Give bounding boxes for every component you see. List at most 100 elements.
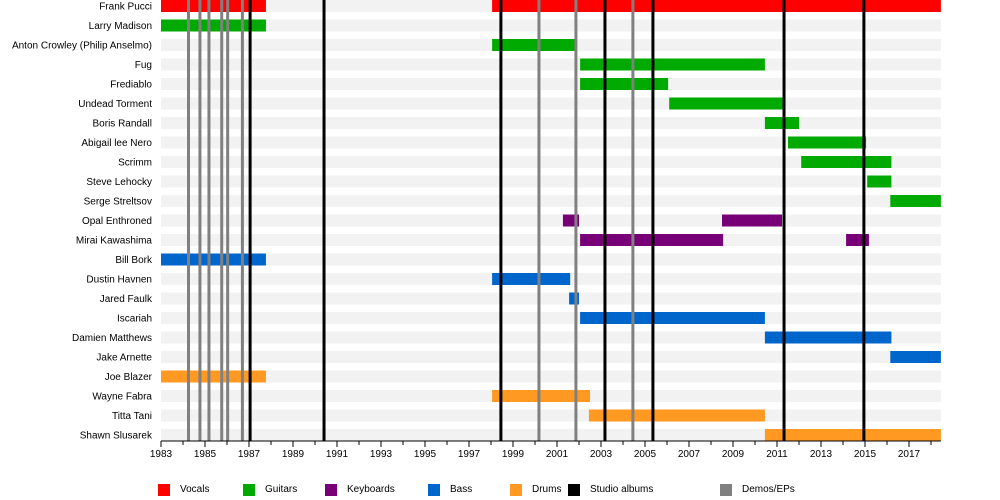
member-bar bbox=[580, 78, 669, 90]
member-label: Titta Tani bbox=[112, 411, 152, 422]
member-bar bbox=[588, 409, 765, 422]
member-label: Jared Faulk bbox=[100, 294, 153, 305]
legend: Vocals Guitars Keyboards Bass Drums Studio al… bbox=[0, 484, 1000, 498]
member-label: Joe Blazer bbox=[105, 372, 153, 383]
row-stripe bbox=[161, 429, 941, 441]
member-label: Jake Arnette bbox=[96, 353, 152, 364]
row-stripe bbox=[161, 351, 941, 363]
member-label: Steve Lehocky bbox=[86, 177, 152, 188]
legend-label: Bass bbox=[450, 484, 473, 495]
legend-label: Guitars bbox=[265, 484, 298, 495]
legend-swatch bbox=[325, 484, 337, 496]
legend-item-keyboards: Keyboards bbox=[325, 484, 395, 496]
band-timeline-chart: Frank Pucci Larry Madison Anton Crowley (P… bbox=[12, 0, 941, 460]
row-stripe bbox=[161, 409, 941, 422]
member-label: Anton Crowley (Philip Anselmo) bbox=[12, 41, 152, 52]
member-bar bbox=[846, 234, 869, 246]
legend-item-studio: Studio albums bbox=[568, 484, 653, 496]
x-tick-label: 2013 bbox=[810, 449, 833, 460]
x-tick-label: 2015 bbox=[854, 449, 877, 460]
member-bar bbox=[722, 214, 783, 227]
x-tick-label: 1985 bbox=[194, 449, 217, 460]
x-tick-label: 2007 bbox=[678, 449, 701, 460]
legend-swatch bbox=[720, 484, 732, 496]
legend-item-demos: Demos/EPs bbox=[720, 484, 795, 496]
legend-swatch bbox=[158, 484, 170, 496]
legend-swatch bbox=[568, 484, 580, 496]
legend-label: Studio albums bbox=[590, 484, 654, 495]
member-bar bbox=[569, 292, 579, 305]
legend-item-bass: Bass bbox=[428, 484, 472, 496]
row-stripe bbox=[161, 195, 941, 207]
member-label: Shawn Slusarek bbox=[80, 431, 153, 442]
member-label: Bill Bork bbox=[115, 255, 153, 266]
legend-swatch bbox=[428, 484, 440, 496]
row-stripe bbox=[161, 331, 941, 344]
release-lines bbox=[187, 0, 866, 441]
member-bar bbox=[492, 390, 590, 402]
member-bar bbox=[580, 312, 765, 324]
legend-item-vocals: Vocals bbox=[158, 484, 209, 496]
x-tick-label: 2017 bbox=[898, 449, 921, 460]
row-stripe bbox=[161, 78, 941, 90]
x-tick-label: 2003 bbox=[590, 449, 613, 460]
member-label: Frank Pucci bbox=[99, 2, 152, 13]
member-label: Boris Randall bbox=[93, 119, 152, 130]
row-stripe bbox=[161, 214, 941, 227]
member-bar bbox=[890, 351, 941, 363]
row-stripe bbox=[161, 97, 941, 110]
member-bar bbox=[801, 156, 892, 168]
member-label: Serge Streltsov bbox=[84, 197, 152, 208]
member-bar bbox=[764, 429, 941, 441]
row-stripe bbox=[161, 19, 941, 32]
row-stripe bbox=[161, 117, 941, 129]
member-label: Frediablo bbox=[110, 80, 152, 91]
x-tick-label: 1993 bbox=[370, 449, 393, 460]
member-bar bbox=[890, 195, 941, 207]
member-label: Iscariah bbox=[117, 314, 152, 325]
member-bar bbox=[788, 136, 867, 149]
member-label: Dustin Havnen bbox=[86, 275, 152, 286]
row-stripe bbox=[161, 156, 941, 168]
row-stripe bbox=[161, 312, 941, 324]
member-bar bbox=[492, 0, 941, 12]
row-stripe bbox=[161, 292, 941, 305]
member-label: Wayne Fabra bbox=[92, 392, 152, 403]
member-label: Opal Enthroned bbox=[82, 216, 152, 227]
row-stripe bbox=[161, 58, 941, 71]
legend-swatch bbox=[510, 484, 522, 496]
member-labels: Frank Pucci Larry Madison Anton Crowley (P… bbox=[12, 2, 153, 442]
row-stripe bbox=[161, 175, 941, 188]
row-stripe bbox=[161, 253, 941, 266]
x-tick-label: 1983 bbox=[150, 449, 173, 460]
member-label: Damien Matthews bbox=[72, 333, 152, 344]
legend-label: Keyboards bbox=[347, 484, 395, 495]
member-label: Undead Torment bbox=[78, 99, 152, 110]
member-label: Larry Madison bbox=[89, 21, 152, 32]
x-tick-label: 2009 bbox=[722, 449, 745, 460]
legend-item-drums: Drums bbox=[510, 484, 561, 496]
x-tick-label: 2005 bbox=[634, 449, 657, 460]
member-bar bbox=[492, 273, 571, 285]
legend-swatch bbox=[243, 484, 255, 496]
x-tick-label: 2011 bbox=[766, 449, 788, 460]
member-label: Abigail lee Nero bbox=[81, 138, 152, 149]
row-stripe bbox=[161, 234, 941, 246]
x-tick-label: 1999 bbox=[502, 449, 525, 460]
row-stripe bbox=[161, 136, 941, 149]
row-stripes bbox=[161, 0, 941, 441]
legend-label: Drums bbox=[532, 484, 562, 495]
x-tick-label: 1989 bbox=[282, 449, 305, 460]
x-tick-label: 1991 bbox=[326, 449, 349, 460]
member-bar bbox=[764, 117, 799, 129]
x-axis: 1983 1985 1987 1989 1991 1993 1995 1997 1999 2001… bbox=[150, 440, 941, 460]
member-bar bbox=[764, 331, 892, 344]
x-tick-label: 1997 bbox=[458, 449, 481, 460]
member-bar bbox=[580, 58, 765, 71]
member-bar bbox=[669, 97, 785, 110]
legend-item-guitars: Guitars bbox=[243, 484, 297, 496]
row-stripe bbox=[161, 370, 941, 383]
x-tick-label: 2001 bbox=[546, 449, 569, 460]
legend-label: Vocals bbox=[180, 484, 210, 495]
member-bar bbox=[867, 175, 892, 188]
